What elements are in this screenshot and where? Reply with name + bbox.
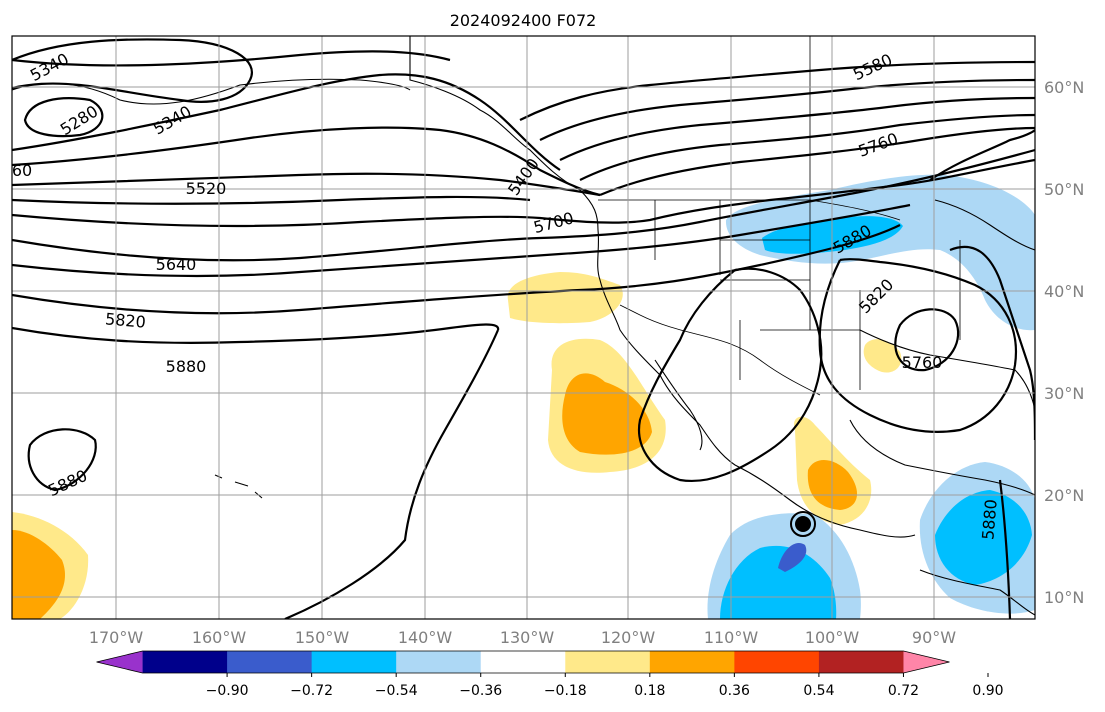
lat-tick: 60°N: [1044, 78, 1084, 97]
colorbar-segment: [227, 651, 313, 673]
lon-tick: 150°W: [295, 628, 350, 647]
colorbar-tick-label: −0.54: [375, 683, 418, 699]
lon-tick: 130°W: [500, 628, 555, 647]
longitude-ticks: 170°W 160°W 150°W 140°W 130°W 120°W 110°…: [89, 628, 956, 647]
lon-tick: 90°W: [912, 628, 956, 647]
colorbar-tick-label: −0.18: [544, 683, 587, 699]
lon-tick: 120°W: [601, 628, 656, 647]
colorbar-segment: [142, 651, 228, 673]
lon-tick: 110°W: [704, 628, 759, 647]
colorbar-segment: [565, 651, 651, 673]
colorbar-tick-label: −0.36: [459, 683, 502, 699]
colorbar-segment: [649, 651, 735, 673]
colorbar-segment: [311, 651, 397, 673]
colorbar-extend-low: [96, 651, 143, 673]
map-title: 2024092400 F072: [450, 11, 597, 30]
coastlines: [12, 36, 1035, 616]
colorbar-tick-label: 0.36: [719, 683, 750, 699]
lon-tick: 170°W: [89, 628, 144, 647]
colorbar: −0.90 −0.72 −0.54 −0.36 −0.18 0.18 0.36 0.54 0.7…: [96, 650, 1004, 699]
contour-label: 5640: [156, 255, 197, 274]
contour-label: 5820: [104, 309, 146, 331]
lat-tick: 40°N: [1044, 282, 1084, 301]
contour-label: 5880: [166, 357, 207, 376]
height-contours: [12, 38, 1035, 619]
lat-tick: 10°N: [1044, 588, 1084, 607]
colorbar-tick-label: 0.72: [888, 683, 919, 699]
colorbar-extend-high: [903, 651, 950, 673]
colorbar-tick-label: 0.18: [634, 683, 665, 699]
latitude-ticks: 60°N 50°N 40°N 30°N 20°N 10°N: [1044, 78, 1084, 607]
colorbar-tick-label: 0.54: [803, 683, 834, 699]
contour-label: 5760: [902, 353, 943, 372]
colorbar-tick-label: −0.72: [290, 683, 333, 699]
contour-label: 60: [12, 161, 32, 180]
colorbar-tick-label: −0.90: [206, 683, 249, 699]
lon-tick: 140°W: [398, 628, 453, 647]
graticule: [12, 36, 1035, 619]
colorbar-segment: [818, 651, 904, 673]
lat-tick: 20°N: [1044, 486, 1084, 505]
colorbar-segment: [480, 651, 566, 673]
map-frame: [11, 35, 1036, 620]
anomaly-shading: [12, 174, 1035, 619]
map-area: 5340 5280 5340 60 5520 5400 5700 5640 58…: [12, 36, 1035, 619]
contour-label: 5520: [186, 179, 227, 198]
lon-tick: 100°W: [805, 628, 860, 647]
colorbar-tick-label: 0.90: [972, 683, 1003, 699]
colorbar-segment: [396, 651, 482, 673]
colorbar-segment: [734, 651, 820, 673]
lat-tick: 30°N: [1044, 384, 1084, 403]
lat-tick: 50°N: [1044, 180, 1084, 199]
contour-label: 5880: [978, 498, 1000, 540]
lon-tick: 160°W: [192, 628, 247, 647]
